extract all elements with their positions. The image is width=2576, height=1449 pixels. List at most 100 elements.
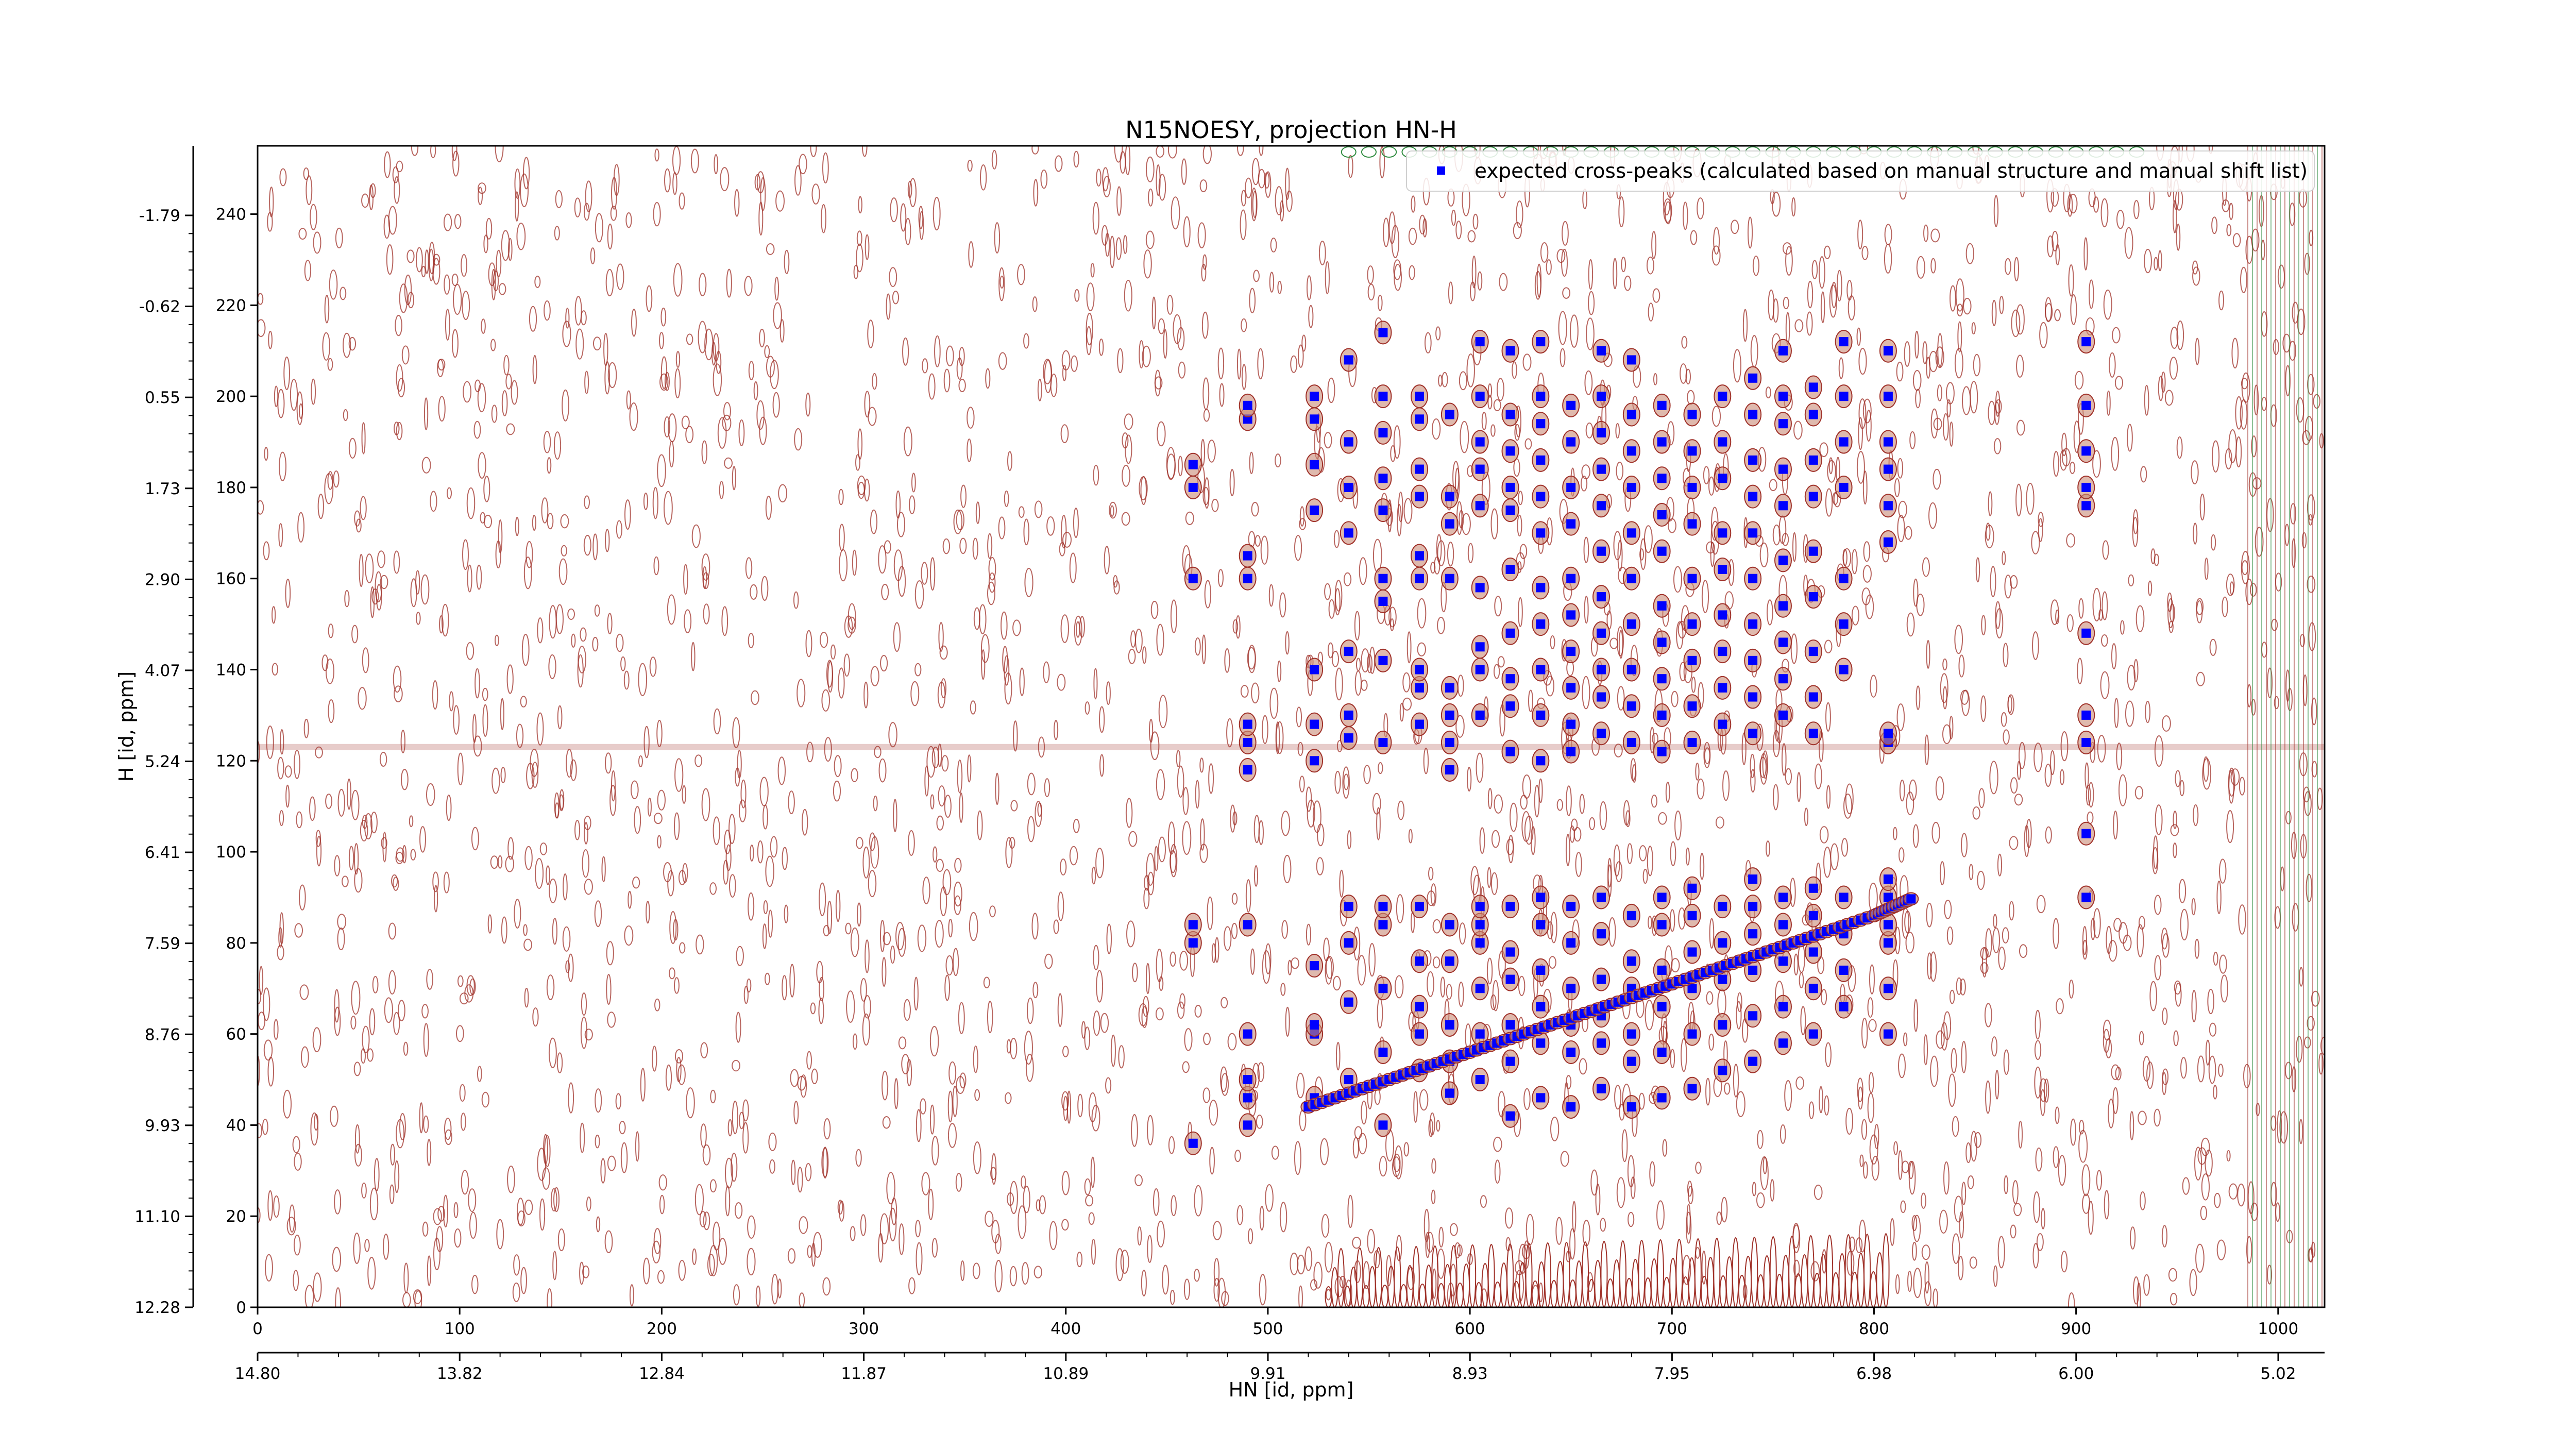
noise-contour (2056, 998, 2064, 1015)
noise-contour (2034, 1040, 2042, 1060)
noise-contour (1023, 1185, 1030, 1214)
noise-contour (1182, 821, 1192, 855)
noise-contour (922, 358, 928, 374)
cross-peak-marker (1475, 1075, 1485, 1085)
noise-contour (973, 1045, 978, 1073)
cross-peak-marker (1778, 710, 1788, 720)
noise-contour (526, 763, 535, 789)
noise-contour (1969, 1256, 1977, 1269)
noise-contour (562, 321, 571, 347)
noise-contour (1093, 668, 1098, 700)
noise-contour (426, 969, 433, 990)
noise-contour (1993, 1265, 1998, 1287)
noise-contour (2191, 898, 2196, 916)
noise-contour (1204, 580, 1212, 609)
noise-contour (304, 260, 312, 281)
noise-contour (1697, 197, 1704, 220)
noise-contour (1432, 919, 1442, 934)
y-ppm-tick-label: 7.59 (145, 935, 180, 953)
noise-contour (1154, 846, 1159, 871)
noise-contour (1556, 249, 1566, 263)
noise-contour (1624, 275, 1632, 291)
cross-peak-marker (1626, 446, 1636, 456)
cross-peak-marker (2081, 710, 2091, 720)
noise-contour (1417, 642, 1426, 656)
noise-contour (1301, 334, 1307, 352)
noise-contour (630, 780, 639, 799)
noise-contour (1856, 451, 1865, 484)
cross-peak-marker (1596, 665, 1606, 675)
noise-contour (1820, 291, 1825, 324)
noise-contour (1772, 524, 1781, 546)
noise-contour (2033, 1191, 2041, 1223)
noise-contour (882, 957, 887, 987)
noise-contour (837, 1200, 843, 1215)
baseline-contour (1356, 1248, 1364, 1307)
noise-contour (1869, 1134, 1878, 1165)
noise-contour (1625, 810, 1631, 828)
noise-contour (725, 844, 732, 871)
noise-contour (258, 1123, 263, 1138)
cross-peak-marker (1310, 756, 1319, 766)
noise-contour (474, 379, 481, 393)
noise-contour (443, 1194, 448, 1228)
noise-contour (1981, 615, 1986, 635)
noise-contour (321, 654, 329, 671)
noise-contour (1896, 703, 1905, 731)
cross-peak-marker (1596, 929, 1606, 939)
noise-contour (1695, 763, 1700, 781)
noise-contour (1147, 871, 1155, 896)
noise-contour (2189, 1269, 2197, 1296)
noise-contour (445, 1129, 452, 1145)
noise-contour (862, 1013, 870, 1046)
noise-contour (2239, 777, 2246, 796)
noise-contour (2308, 514, 2313, 526)
noise-contour (1093, 945, 1099, 970)
noise-contour (393, 1012, 400, 1035)
cross-peak-marker (1415, 551, 1425, 561)
y-index-tick-label: 180 (216, 479, 246, 497)
noise-contour (738, 419, 745, 446)
cross-peak-marker (1505, 1020, 1515, 1030)
noise-contour (1516, 552, 1525, 570)
noise-contour (1155, 369, 1161, 397)
noise-contour (960, 1260, 965, 1282)
noise-contour (1665, 781, 1670, 803)
cross-peak-marker (1839, 574, 1849, 583)
noise-contour (718, 1238, 727, 1265)
noise-contour (516, 723, 524, 748)
noise-contour (1332, 975, 1341, 991)
noise-contour (2033, 743, 2043, 772)
noise-contour (914, 663, 922, 677)
noise-contour (1069, 552, 1077, 583)
x-index-tick-label: 1000 (2258, 1320, 2298, 1338)
noise-contour (1073, 508, 1079, 538)
noise-contour (991, 1153, 997, 1185)
noise-contour (1253, 865, 1259, 887)
noise-contour (396, 422, 403, 441)
noise-contour (546, 865, 550, 885)
cross-peak-marker (1505, 346, 1515, 356)
noise-contour (268, 330, 273, 349)
noise-contour (1490, 424, 1496, 437)
noise-contour (1922, 341, 1928, 364)
noise-contour (1162, 1265, 1169, 1295)
noise-contour (1825, 702, 1831, 732)
noise-contour (1916, 256, 1925, 279)
noise-contour (657, 454, 666, 487)
cross-peak-marker (1188, 938, 1198, 948)
noise-contour (2251, 435, 2257, 458)
noise-contour (2271, 618, 2278, 631)
noise-contour (536, 712, 544, 746)
noise-contour (2024, 825, 2030, 857)
noise-contour (967, 407, 975, 429)
noise-contour (727, 1119, 733, 1137)
noise-contour (299, 984, 309, 1000)
noise-contour (880, 654, 888, 672)
noise-contour (1207, 440, 1216, 463)
noise-contour (1490, 872, 1498, 895)
noise-contour (1074, 615, 1082, 646)
noise-contour (2194, 938, 2200, 959)
cross-peak-marker (1626, 665, 1636, 675)
noise-contour (426, 783, 435, 806)
